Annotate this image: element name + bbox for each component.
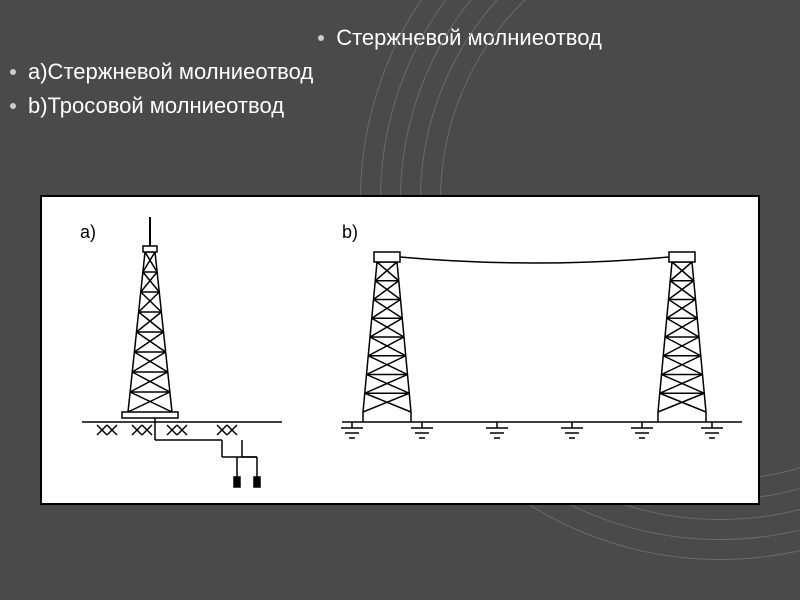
diagram-panel: a) b) [40, 195, 760, 505]
bullet-icon [318, 35, 324, 41]
slide-header: Стержневой молниеотвод a)Стержневой молн… [0, 0, 800, 119]
diagram-svg [42, 197, 762, 507]
bullet-icon [10, 103, 16, 109]
slide-title: Стержневой молниеотвод [336, 25, 602, 51]
bullet-row-a: a)Стержневой молниеотвод [0, 59, 800, 85]
slide-title-row: Стержневой молниеотвод [0, 25, 800, 51]
bullet-a-text: a)Стержневой молниеотвод [28, 59, 313, 85]
bullet-b-text: b)Тросовой молниеотвод [28, 93, 284, 119]
bullet-icon [10, 69, 16, 75]
bullet-row-b: b)Тросовой молниеотвод [0, 93, 800, 119]
